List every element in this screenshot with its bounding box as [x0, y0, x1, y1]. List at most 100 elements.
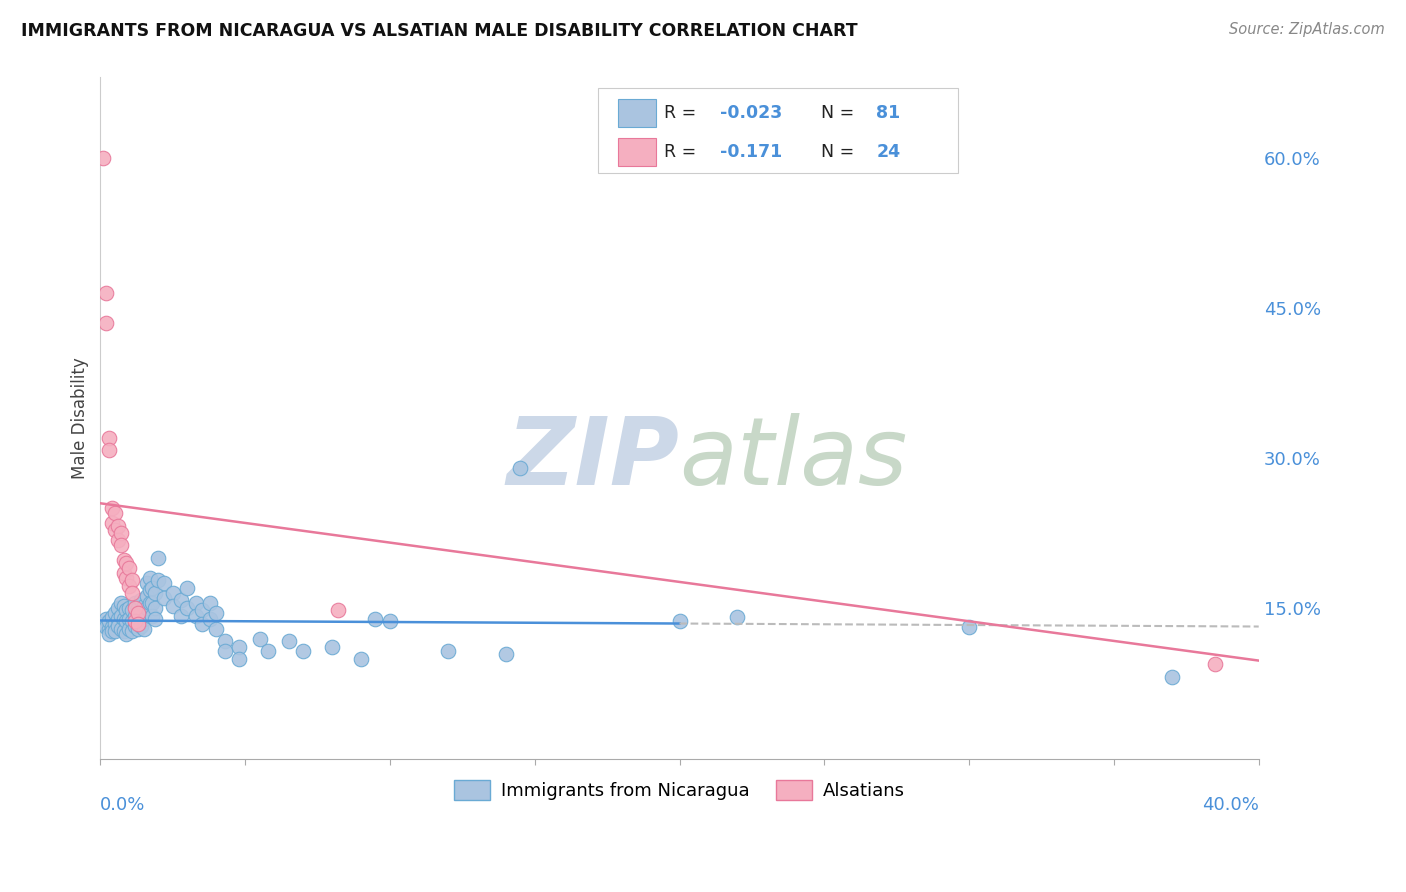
Point — [132, 611, 155, 625]
Point — [176, 582, 198, 596]
Legend: Immigrants from Nicaragua, Alsatians: Immigrants from Nicaragua, Alsatians — [447, 772, 912, 807]
Point — [145, 611, 167, 625]
Point — [957, 619, 980, 633]
Point — [112, 566, 135, 581]
Text: R =: R = — [665, 144, 702, 161]
Point — [184, 597, 207, 611]
Point — [115, 571, 138, 585]
Text: 0.0%: 0.0% — [100, 797, 146, 814]
Point — [321, 640, 343, 654]
Point — [129, 593, 152, 607]
Point — [205, 622, 228, 636]
Point — [205, 607, 228, 621]
Point — [1204, 657, 1226, 671]
Point — [101, 516, 124, 531]
Point — [118, 611, 141, 625]
Point — [124, 608, 146, 623]
Point — [107, 611, 129, 625]
Point — [162, 599, 184, 614]
Point — [112, 624, 135, 638]
Point — [170, 608, 193, 623]
Point — [110, 608, 132, 623]
Point — [148, 574, 170, 588]
Point — [132, 599, 155, 614]
Point — [326, 603, 349, 617]
Point — [148, 551, 170, 566]
Point — [107, 601, 129, 615]
Point — [190, 616, 212, 631]
Point — [104, 524, 127, 538]
Point — [141, 597, 163, 611]
Point — [127, 622, 149, 636]
Point — [135, 576, 157, 591]
Point — [121, 614, 143, 628]
Point — [124, 601, 146, 615]
Point — [141, 608, 163, 623]
Point — [101, 609, 124, 624]
Point — [214, 643, 236, 657]
Point — [110, 526, 132, 541]
Point — [104, 616, 127, 631]
Point — [118, 561, 141, 575]
Point — [277, 633, 299, 648]
Point — [145, 586, 167, 600]
Point — [153, 591, 176, 606]
Point — [200, 597, 222, 611]
Point — [104, 506, 127, 520]
Point — [145, 601, 167, 615]
Point — [110, 622, 132, 636]
Text: IMMIGRANTS FROM NICARAGUA VS ALSATIAN MALE DISABILITY CORRELATION CHART: IMMIGRANTS FROM NICARAGUA VS ALSATIAN MA… — [21, 22, 858, 40]
Point — [124, 614, 146, 628]
Point — [121, 603, 143, 617]
Point — [98, 443, 121, 458]
Point — [200, 611, 222, 625]
Point — [668, 614, 690, 628]
Point — [378, 614, 401, 628]
Point — [228, 640, 250, 654]
Point — [162, 586, 184, 600]
Point — [124, 597, 146, 611]
Y-axis label: Male Disability: Male Disability — [72, 357, 89, 479]
Point — [94, 316, 117, 330]
Point — [101, 501, 124, 516]
Point — [115, 557, 138, 571]
Text: 24: 24 — [876, 144, 901, 161]
Point — [118, 601, 141, 615]
Point — [118, 622, 141, 636]
Point — [1160, 670, 1182, 684]
Point — [94, 619, 117, 633]
Point — [135, 590, 157, 604]
Point — [127, 607, 149, 621]
Point — [107, 519, 129, 533]
Point — [115, 626, 138, 640]
Text: Source: ZipAtlas.com: Source: ZipAtlas.com — [1229, 22, 1385, 37]
Point — [104, 624, 127, 638]
Point — [124, 618, 146, 632]
Point — [121, 586, 143, 600]
Text: R =: R = — [665, 104, 702, 122]
Point — [292, 643, 315, 657]
Text: ZIP: ZIP — [506, 413, 679, 505]
Point — [115, 603, 138, 617]
Point — [110, 538, 132, 552]
Point — [437, 643, 460, 657]
Point — [138, 583, 160, 598]
Point — [110, 597, 132, 611]
Point — [129, 618, 152, 632]
Point — [127, 616, 149, 631]
Point — [214, 633, 236, 648]
Point — [98, 626, 121, 640]
Point — [141, 582, 163, 596]
Text: 40.0%: 40.0% — [1202, 797, 1258, 814]
Point — [138, 597, 160, 611]
Point — [101, 619, 124, 633]
Point — [509, 461, 531, 475]
Point — [249, 632, 271, 646]
Point — [350, 651, 373, 665]
Point — [170, 593, 193, 607]
Point — [190, 603, 212, 617]
Point — [112, 553, 135, 567]
FancyBboxPatch shape — [619, 138, 657, 167]
Point — [127, 601, 149, 615]
Point — [98, 431, 121, 445]
